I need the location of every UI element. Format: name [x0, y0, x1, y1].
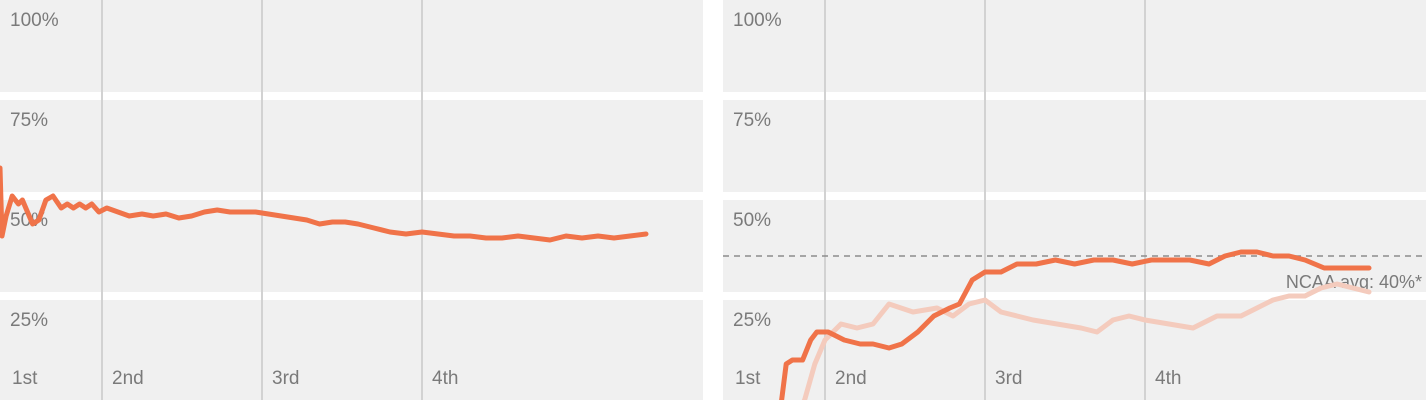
x-tick-label: 4th	[1155, 368, 1181, 389]
y-tick-label: 100%	[733, 10, 782, 31]
x-tick-label: 2nd	[112, 368, 144, 389]
series-line-2	[801, 281, 1372, 400]
band-1	[723, 0, 1426, 92]
chart-right: 100% 75% 50% 25% 1st 2nd 3rd 4th NCAA avg: 40%*	[723, 0, 1426, 400]
x-tick-label: 4th	[432, 368, 458, 389]
band-2	[0, 100, 703, 192]
x-tick-label: 2nd	[835, 368, 867, 389]
x-tick-label: 1st	[12, 368, 38, 389]
band-2	[723, 100, 1426, 192]
y-tick-label: 25%	[733, 310, 771, 331]
band-3	[0, 200, 703, 292]
band-3	[723, 200, 1426, 292]
band-4	[0, 300, 703, 400]
chart-left-svg: 100%75%50%25%1st 2nd 3rd 4th	[0, 0, 703, 400]
y-tick-label: 100%	[10, 10, 59, 31]
band-4	[723, 300, 1426, 400]
x-tick-label: 3rd	[272, 368, 299, 389]
band-1	[0, 0, 703, 92]
y-tick-label: 50%	[733, 210, 771, 231]
series-line-1	[779, 249, 1372, 400]
chart-left: 100% 75% 50% 25% 1st 2nd 3rd 4th	[0, 0, 703, 400]
y-tick-label: 75%	[733, 110, 771, 131]
x-tick-label: 3rd	[995, 368, 1022, 389]
series-line-1	[0, 165, 649, 243]
y-tick-label: 75%	[10, 110, 48, 131]
x-tick-label: 1st	[735, 368, 761, 389]
y-tick-label: 25%	[10, 310, 48, 331]
